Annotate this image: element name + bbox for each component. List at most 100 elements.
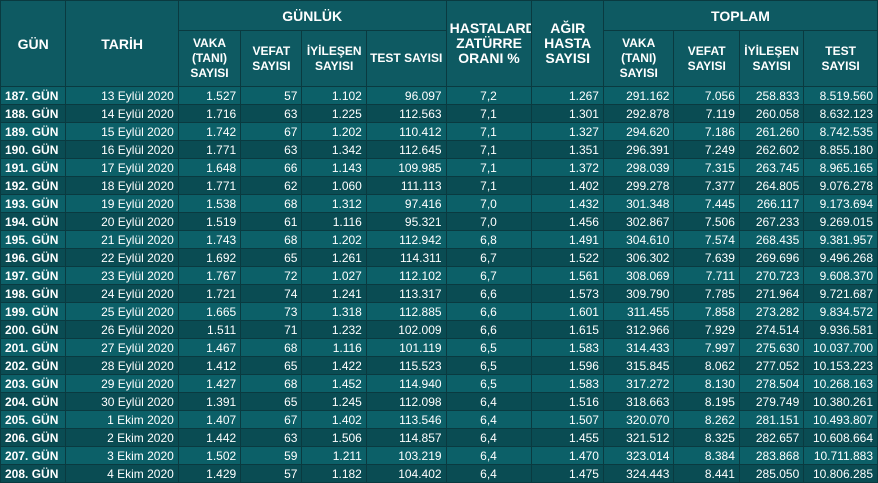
cell-gunluk-test: 114.311: [365, 248, 447, 267]
cell-gunluk-vaka: 1.692: [177, 248, 242, 267]
cell-toplam-test: 10.806.285: [803, 464, 878, 483]
cell-gunluk-test: 112.563: [365, 104, 447, 123]
cell-gun: 196. GÜN: [0, 248, 67, 267]
table-row: 206. GÜN 2 Ekim 2020 1.442 63 1.506 114.857 6,…: [0, 428, 878, 447]
cell-gunluk-vaka: 1.538: [177, 194, 242, 213]
table-body: 187. GÜN 13 Eylül 2020 1.527 57 1.102 96.097 7…: [0, 86, 878, 483]
cell-gunluk-iyilesen: 1.261: [301, 248, 367, 267]
cell-gunluk-vefat: 63: [240, 428, 303, 447]
cell-tarih: 2 Ekim 2020: [65, 428, 179, 447]
cell-toplam-iyilesen: 273.282: [738, 302, 805, 321]
cell-gunluk-vefat: 57: [240, 86, 303, 105]
cell-gunluk-vefat: 67: [240, 122, 303, 141]
cell-agir-hasta: 1.583: [531, 374, 604, 393]
cell-tarih: 30 Eylül 2020: [65, 392, 179, 411]
cell-toplam-vefat: 7.186: [673, 122, 740, 141]
cell-zaturre-orani: 6,6: [445, 284, 533, 303]
cell-gun: 203. GÜN: [0, 374, 67, 393]
cell-gunluk-vefat: 68: [240, 338, 303, 357]
cell-toplam-vaka: 320.070: [602, 410, 675, 429]
cell-gunluk-vefat: 57: [240, 464, 303, 483]
table-row: 199. GÜN 25 Eylül 2020 1.665 73 1.318 112.885…: [0, 302, 878, 321]
cell-toplam-vefat: 7.315: [673, 158, 740, 177]
table-row: 205. GÜN 1 Ekim 2020 1.407 67 1.402 113.546 6,…: [0, 410, 878, 429]
cell-gunluk-test: 113.546: [365, 410, 447, 429]
cell-zaturre-orani: 6,8: [445, 230, 533, 249]
cell-gunluk-test: 96.097: [365, 86, 447, 105]
cell-toplam-test: 9.496.268: [803, 248, 878, 267]
header-gunluk-vaka: VAKA (TANI) SAYISI: [177, 30, 242, 87]
cell-toplam-test: 8.632.123: [803, 104, 878, 123]
table-header: GÜN TARİH GÜNLÜK HASTALARDA ZATÜRRE ORAN…: [0, 0, 878, 87]
cell-gunluk-vefat: 62: [240, 176, 303, 195]
cell-zaturre-orani: 6,7: [445, 248, 533, 267]
cell-toplam-test: 9.936.581: [803, 320, 878, 339]
cell-toplam-iyilesen: 262.602: [738, 140, 805, 159]
table-row: 203. GÜN 29 Eylül 2020 1.427 68 1.452 114.940…: [0, 374, 878, 393]
cell-gunluk-vaka: 1.648: [177, 158, 242, 177]
cell-gunluk-iyilesen: 1.318: [301, 302, 367, 321]
cell-gunluk-vaka: 1.467: [177, 338, 242, 357]
cell-gunluk-iyilesen: 1.245: [301, 392, 367, 411]
cell-gunluk-test: 115.523: [365, 356, 447, 375]
cell-zaturre-orani: 7,0: [445, 212, 533, 231]
cell-toplam-vaka: 324.443: [602, 464, 675, 483]
cell-gunluk-vefat: 59: [240, 446, 303, 465]
cell-gunluk-vaka: 1.665: [177, 302, 242, 321]
cell-agir-hasta: 1.301: [531, 104, 604, 123]
cell-toplam-vaka: 292.878: [602, 104, 675, 123]
cell-gun: 208. GÜN: [0, 464, 67, 483]
cell-gun: 205. GÜN: [0, 410, 67, 429]
cell-toplam-test: 8.965.165: [803, 158, 878, 177]
cell-gun: 193. GÜN: [0, 194, 67, 213]
cell-toplam-iyilesen: 266.117: [738, 194, 805, 213]
cell-toplam-test: 9.173.694: [803, 194, 878, 213]
cell-toplam-test: 8.742.535: [803, 122, 878, 141]
cell-zaturre-orani: 6,6: [445, 302, 533, 321]
cell-gunluk-vefat: 71: [240, 320, 303, 339]
cell-gunluk-iyilesen: 1.116: [301, 212, 367, 231]
cell-toplam-vefat: 7.929: [673, 320, 740, 339]
cell-toplam-test: 10.711.883: [803, 446, 878, 465]
cell-toplam-iyilesen: 277.052: [738, 356, 805, 375]
cell-toplam-vefat: 7.574: [673, 230, 740, 249]
table-row: 198. GÜN 24 Eylül 2020 1.721 74 1.241 113.317…: [0, 284, 878, 303]
cell-toplam-test: 10.153.223: [803, 356, 878, 375]
cell-gunluk-test: 97.416: [365, 194, 447, 213]
cell-toplam-vefat: 7.506: [673, 212, 740, 231]
cell-toplam-iyilesen: 263.745: [738, 158, 805, 177]
cell-toplam-iyilesen: 281.151: [738, 410, 805, 429]
cell-gunluk-vaka: 1.391: [177, 392, 242, 411]
cell-gunluk-test: 110.412: [365, 122, 447, 141]
cell-gunluk-vefat: 66: [240, 158, 303, 177]
header-gunluk: GÜNLÜK: [177, 0, 447, 31]
cell-zaturre-orani: 6,6: [445, 320, 533, 339]
cell-zaturre-orani: 6,4: [445, 392, 533, 411]
cell-toplam-vaka: 314.433: [602, 338, 675, 357]
cell-toplam-iyilesen: 269.696: [738, 248, 805, 267]
cell-gunluk-iyilesen: 1.402: [301, 410, 367, 429]
cell-gunluk-iyilesen: 1.202: [301, 230, 367, 249]
cell-toplam-test: 9.608.370: [803, 266, 878, 285]
cell-gun: 195. GÜN: [0, 230, 67, 249]
cell-toplam-iyilesen: 267.233: [738, 212, 805, 231]
cell-toplam-iyilesen: 268.435: [738, 230, 805, 249]
cell-agir-hasta: 1.573: [531, 284, 604, 303]
cell-agir-hasta: 1.596: [531, 356, 604, 375]
cell-gun: 192. GÜN: [0, 176, 67, 195]
cell-gunluk-iyilesen: 1.211: [301, 446, 367, 465]
cell-toplam-vefat: 7.639: [673, 248, 740, 267]
cell-toplam-test: 9.076.278: [803, 176, 878, 195]
cell-gunluk-iyilesen: 1.232: [301, 320, 367, 339]
cell-gunluk-vefat: 68: [240, 374, 303, 393]
cell-toplam-vaka: 304.610: [602, 230, 675, 249]
cell-gunluk-test: 114.940: [365, 374, 447, 393]
cell-toplam-iyilesen: 264.805: [738, 176, 805, 195]
cell-gun: 206. GÜN: [0, 428, 67, 447]
cell-gunluk-iyilesen: 1.225: [301, 104, 367, 123]
cell-toplam-iyilesen: 258.833: [738, 86, 805, 105]
cell-zaturre-orani: 6,4: [445, 428, 533, 447]
cell-gun: 200. GÜN: [0, 320, 67, 339]
cell-toplam-test: 8.855.180: [803, 140, 878, 159]
cell-gunluk-test: 112.645: [365, 140, 447, 159]
